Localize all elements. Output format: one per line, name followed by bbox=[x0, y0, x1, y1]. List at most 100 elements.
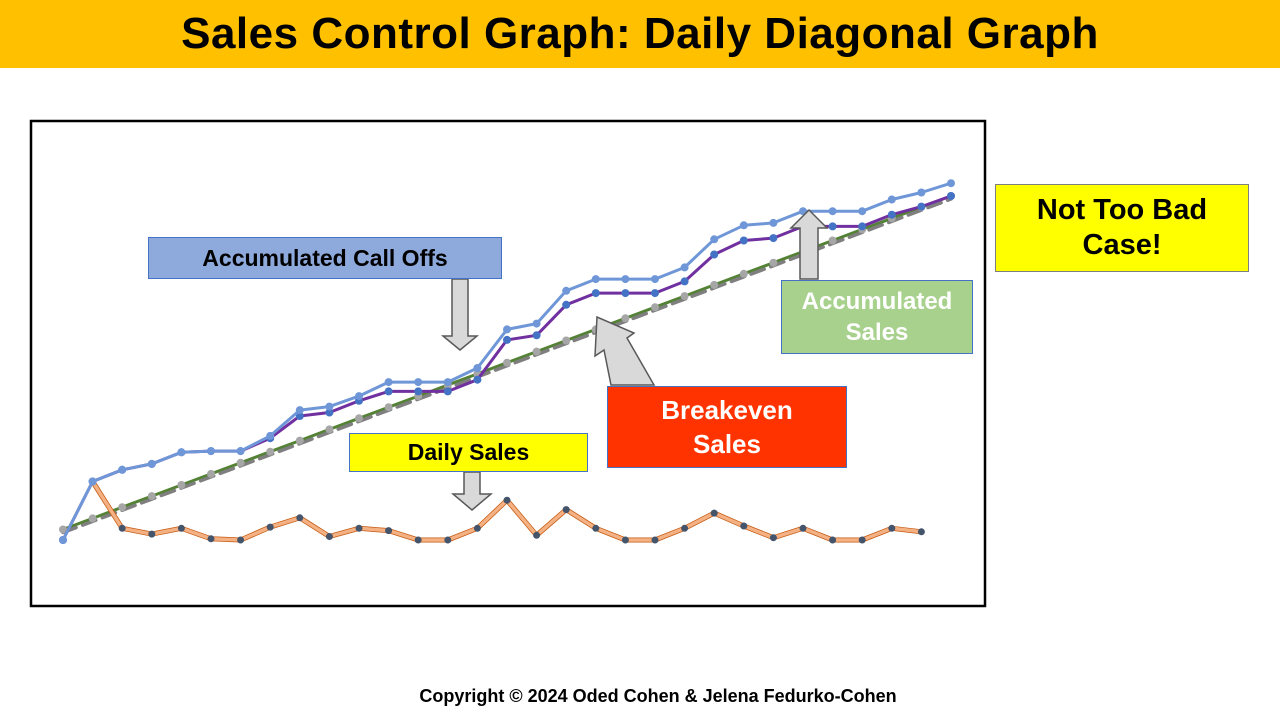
page-title: Sales Control Graph: Daily Diagonal Grap… bbox=[181, 9, 1099, 58]
breakeven-callout-line2: Sales bbox=[693, 429, 761, 459]
daily-sales-point bbox=[917, 528, 925, 536]
daily-sales-point bbox=[710, 509, 718, 517]
daily-sales-point bbox=[414, 536, 422, 544]
case-verdict-line2: Case! bbox=[1082, 229, 1162, 261]
accumulated-sales-point bbox=[384, 387, 393, 396]
call-offs-point bbox=[384, 378, 393, 387]
accumulated-sales-point bbox=[917, 202, 926, 211]
accumulated-sales-point bbox=[503, 335, 511, 344]
accumulated-sales-point bbox=[295, 412, 304, 420]
accumulated-sales-callout-line1: Accumulated bbox=[801, 288, 953, 315]
call-offs-point bbox=[118, 465, 127, 474]
accumulated-sales-point bbox=[858, 222, 867, 231]
breakeven-callout-line1: Breakeven bbox=[661, 395, 793, 425]
daily-sales-point bbox=[681, 524, 689, 532]
daily-sales-point bbox=[355, 524, 363, 532]
call-offs-point bbox=[680, 263, 689, 272]
accumulated-sales-point bbox=[562, 300, 571, 309]
breakeven-point bbox=[147, 492, 156, 501]
daily-sales-point bbox=[533, 531, 541, 539]
call-offs-point bbox=[828, 207, 837, 216]
breakeven-pointer-arrow bbox=[594, 315, 656, 386]
call-offs-point bbox=[59, 536, 67, 544]
daily-sales-point bbox=[473, 524, 481, 532]
call-offs-point bbox=[917, 188, 926, 197]
arrow-layer bbox=[440, 208, 829, 511]
breakeven-callout: Breakeven Sales bbox=[607, 386, 847, 468]
breakeven-point bbox=[828, 236, 837, 245]
accumulated-sales-point bbox=[591, 289, 600, 298]
breakeven-point bbox=[562, 336, 571, 345]
call-offs-point bbox=[651, 275, 659, 284]
daily-sales-point bbox=[621, 536, 629, 544]
call-offs-pointer-arrow bbox=[440, 278, 480, 351]
call-offs-point bbox=[621, 275, 630, 284]
copyright-notice: Copyright © 2024 Oded Cohen & Jelena Fed… bbox=[419, 686, 897, 706]
case-verdict-box: Not Too Bad Case! bbox=[995, 184, 1249, 272]
accumulated-sales-point bbox=[621, 289, 630, 298]
accumulated-sales-point bbox=[532, 331, 541, 340]
breakeven-point bbox=[680, 292, 689, 301]
daily-sales-point bbox=[858, 536, 866, 544]
daily-sales-point bbox=[444, 536, 452, 544]
accumulated-sales-point bbox=[739, 236, 748, 245]
breakeven-point bbox=[177, 481, 186, 489]
call-offs-point bbox=[562, 286, 571, 295]
daily-sales-pointer-arrow bbox=[450, 471, 494, 511]
breakeven-point bbox=[325, 425, 334, 434]
call-offs-point bbox=[325, 402, 334, 411]
daily-sales-point bbox=[888, 524, 896, 532]
breakeven-point bbox=[207, 469, 215, 478]
accumulated-sales-pointer-arrow bbox=[789, 208, 829, 280]
accumulated-sales-point bbox=[947, 192, 955, 200]
breakeven-point bbox=[769, 258, 778, 267]
accumulated-sales-point bbox=[473, 375, 482, 384]
breakeven-point bbox=[621, 314, 630, 323]
accumulated-sales-point bbox=[414, 387, 423, 396]
call-offs-point bbox=[355, 392, 363, 401]
call-offs-point bbox=[147, 459, 156, 468]
daily-sales-point bbox=[266, 523, 274, 531]
daily-sales-callout-label: Daily Sales bbox=[407, 439, 530, 465]
call-offs-callout-label: Accumulated Call Offs bbox=[202, 244, 448, 271]
daily-sales-point bbox=[385, 527, 393, 535]
daily-sales-point bbox=[296, 514, 304, 522]
call-offs-point bbox=[858, 207, 867, 216]
daily-sales-point bbox=[118, 524, 126, 532]
accumulated-sales-point bbox=[710, 250, 719, 259]
call-offs-point bbox=[710, 235, 719, 244]
call-offs-point bbox=[177, 448, 186, 457]
title-bar: Sales Control Graph: Daily Diagonal Grap… bbox=[0, 0, 1280, 68]
call-offs-callout: Accumulated Call Offs bbox=[148, 237, 502, 279]
daily-sales-point bbox=[325, 533, 333, 540]
daily-sales-point bbox=[651, 536, 659, 544]
accumulated-sales-point bbox=[769, 234, 778, 243]
accumulated-sales-point bbox=[887, 210, 896, 219]
call-offs-point bbox=[503, 325, 511, 334]
daily-sales-point bbox=[799, 524, 807, 532]
breakeven-point bbox=[503, 358, 511, 367]
breakeven-point bbox=[355, 414, 363, 423]
daily-sales-point bbox=[592, 524, 600, 532]
call-offs-point bbox=[295, 406, 304, 415]
call-offs-point bbox=[769, 218, 778, 227]
call-offs-point bbox=[947, 179, 955, 188]
daily-sales-point bbox=[769, 534, 777, 542]
daily-sales-point bbox=[237, 536, 245, 544]
breakeven-point bbox=[59, 525, 67, 534]
breakeven-point bbox=[651, 303, 659, 312]
breakeven-point bbox=[384, 403, 393, 412]
breakeven-point bbox=[532, 347, 541, 356]
breakeven-point bbox=[118, 503, 127, 512]
call-offs-point bbox=[443, 378, 452, 387]
breakeven-point bbox=[710, 280, 719, 289]
breakeven-point bbox=[266, 447, 275, 456]
breakeven-point bbox=[236, 458, 245, 467]
call-offs-point bbox=[414, 378, 423, 387]
accumulated-sales-point bbox=[680, 277, 689, 286]
call-offs-point bbox=[266, 431, 275, 440]
accumulated-sales-point bbox=[325, 408, 334, 417]
breakeven-point bbox=[88, 514, 97, 523]
accumulated-sales-point bbox=[443, 387, 452, 396]
